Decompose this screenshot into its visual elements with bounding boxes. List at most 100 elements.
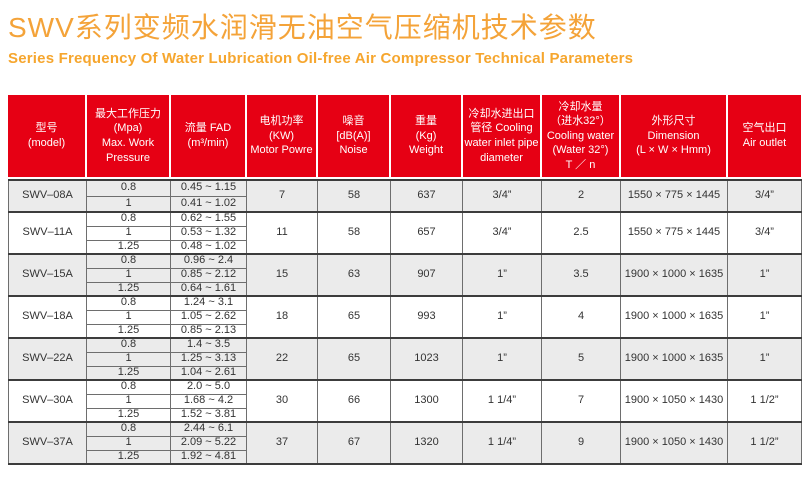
fad-cell: 0.41 ~ 1.02: [170, 195, 247, 213]
outlet-cell: 1”: [727, 337, 802, 381]
table-row: 1.25 0.48 ~ 1.02: [9, 239, 802, 255]
pressure-cell: 0.8: [86, 179, 171, 197]
weight-cell: 657: [390, 211, 463, 255]
pressure-cell: 0.8: [86, 421, 171, 437]
fad-cell: 0.85 ~ 2.12: [170, 267, 247, 283]
table-row: SWV–22A 0.8 1.4 ~ 3.5 22 65 1023 1” 5 1900 × 100…: [8, 337, 802, 381]
outlet-cell: 1 1/2”: [727, 421, 802, 465]
pipe-cell: 1”: [462, 253, 542, 297]
table-row: 1 1.05 ~ 2.62: [9, 309, 802, 325]
fad-cell: 1.68 ~ 4.2: [170, 393, 247, 409]
column-header-pressure: 最大工作压力 (Mpa) Max. Work Pressure: [85, 95, 170, 177]
pressure-cell: 1.25: [86, 365, 171, 381]
column-header-outlet: 空气出口 Air outlet: [726, 95, 801, 177]
fad-cell: 1.4 ~ 3.5: [170, 337, 247, 353]
dimension-cell: 1550 × 775 × 1445: [620, 179, 728, 213]
table-row: SWV–15A 0.8 0.96 ~ 2.4 15 63 907 1” 3.5 1900 × 1…: [8, 253, 802, 297]
cooling-cell: 9: [541, 421, 621, 465]
fad-cell: 2.0 ~ 5.0: [170, 379, 247, 395]
fad-cell: 2.44 ~ 6.1: [170, 421, 247, 437]
fad-cell: 1.05 ~ 2.62: [170, 309, 247, 325]
pressure-cell: 1: [86, 435, 171, 451]
header-row: 型号 (model) 最大工作压力 (Mpa) Max. Work Pressure 流量 …: [8, 95, 801, 177]
fad-cell: 0.48 ~ 1.02: [170, 239, 247, 255]
table-row: SWV–18A 0.8 1.24 ~ 3.1 18 65 993 1” 4 1900 × 100…: [8, 295, 802, 339]
cooling-cell: 7: [541, 379, 621, 423]
column-header-noise: 噪音 [dB(A)] Noise: [316, 95, 390, 177]
pressure-cell: 1: [86, 267, 171, 283]
table-row: 1.25 0.64 ~ 1.61: [9, 281, 802, 297]
model-cell: SWV–08A: [8, 179, 87, 213]
fad-cell: 0.85 ~ 2.13: [170, 323, 247, 339]
weight-cell: 907: [390, 253, 463, 297]
pressure-cell: 1.25: [86, 323, 171, 339]
dimension-cell: 1900 × 1050 × 1430: [620, 379, 728, 423]
fad-cell: 1.04 ~ 2.61: [170, 365, 247, 381]
table-row: 1 0.41 ~ 1.02: [9, 195, 802, 213]
cooling-cell: 3.5: [541, 253, 621, 297]
column-header-fad: 流量 FAD (m³/min): [169, 95, 246, 177]
pressure-cell: 0.8: [86, 337, 171, 353]
weight-cell: 993: [390, 295, 463, 339]
table-row: 1.25 1.52 ~ 3.81: [9, 407, 802, 423]
fad-cell: 1.52 ~ 3.81: [170, 407, 247, 423]
table-row: 1 0.85 ~ 2.12: [9, 267, 802, 283]
dimension-cell: 1900 × 1000 × 1635: [620, 295, 728, 339]
weight-cell: 1300: [390, 379, 463, 423]
pipe-cell: 1”: [462, 295, 542, 339]
motor-cell: 18: [246, 295, 318, 339]
motor-cell: 11: [246, 211, 318, 255]
noise-cell: 67: [317, 421, 391, 465]
table-row: SWV–11A 0.8 0.62 ~ 1.55 11 58 657 3/4” 2.5 1550 …: [8, 211, 802, 255]
outlet-cell: 3/4”: [727, 179, 802, 213]
cooling-cell: 5: [541, 337, 621, 381]
table-header: 型号 (model) 最大工作压力 (Mpa) Max. Work Pressure 流量 …: [8, 95, 801, 177]
noise-cell: 58: [317, 179, 391, 213]
table-row: SWV–37A 0.8 2.44 ~ 6.1 37 67 1320 1 1/4” 9 1900 …: [8, 421, 802, 465]
cooling-cell: 2: [541, 179, 621, 213]
dimension-cell: 1900 × 1050 × 1430: [620, 421, 728, 465]
pipe-cell: 1 1/4”: [462, 379, 542, 423]
motor-cell: 37: [246, 421, 318, 465]
table-row: 1.25 0.85 ~ 2.13: [9, 323, 802, 339]
pressure-cell: 0.8: [86, 211, 171, 227]
pipe-cell: 1”: [462, 337, 542, 381]
column-header-dimension: 外形尺寸 Dimension (L × W × Hmm): [619, 95, 727, 177]
model-cell: SWV–22A: [8, 337, 87, 381]
motor-cell: 7: [246, 179, 318, 213]
table-row: 1 1.68 ~ 4.2: [9, 393, 802, 409]
fad-cell: 0.53 ~ 1.32: [170, 225, 247, 241]
fad-cell: 0.96 ~ 2.4: [170, 253, 247, 269]
pressure-cell: 1: [86, 225, 171, 241]
fad-cell: 0.45 ~ 1.15: [170, 179, 247, 197]
dimension-cell: 1900 × 1000 × 1635: [620, 337, 728, 381]
pressure-cell: 0.8: [86, 253, 171, 269]
noise-cell: 58: [317, 211, 391, 255]
fad-cell: 1.24 ~ 3.1: [170, 295, 247, 311]
column-header-model: 型号 (model): [8, 95, 86, 177]
noise-cell: 63: [317, 253, 391, 297]
page-title: SWV系列变频水润滑无油空气压缩机技术参数: [8, 12, 597, 43]
cooling-cell: 2.5: [541, 211, 621, 255]
column-header-cooling: 冷却水量 （进水32°） Cooling water (Water 32°) T ／ n: [540, 95, 620, 177]
pressure-cell: 1.25: [86, 239, 171, 255]
column-header-weight: 重量 (Kg) Weight: [389, 95, 462, 177]
model-cell: SWV–15A: [8, 253, 87, 297]
pressure-cell: 1.25: [86, 407, 171, 423]
pressure-cell: 1: [86, 195, 171, 213]
page-subtitle: Series Frequency Of Water Lubrication Oi…: [8, 50, 634, 67]
fad-cell: 0.64 ~ 1.61: [170, 281, 247, 297]
pressure-cell: 1.25: [86, 281, 171, 297]
fad-cell: 2.09 ~ 5.22: [170, 435, 247, 451]
motor-cell: 22: [246, 337, 318, 381]
parameters-table: 型号 (model) 最大工作压力 (Mpa) Max. Work Pressure 流量 …: [8, 95, 802, 465]
pipe-cell: 3/4”: [462, 179, 542, 213]
fad-cell: 1.25 ~ 3.13: [170, 351, 247, 367]
dimension-cell: 1550 × 775 × 1445: [620, 211, 728, 255]
weight-cell: 637: [390, 179, 463, 213]
model-cell: SWV–18A: [8, 295, 87, 339]
noise-cell: 65: [317, 337, 391, 381]
cooling-cell: 4: [541, 295, 621, 339]
outlet-cell: 1”: [727, 253, 802, 297]
